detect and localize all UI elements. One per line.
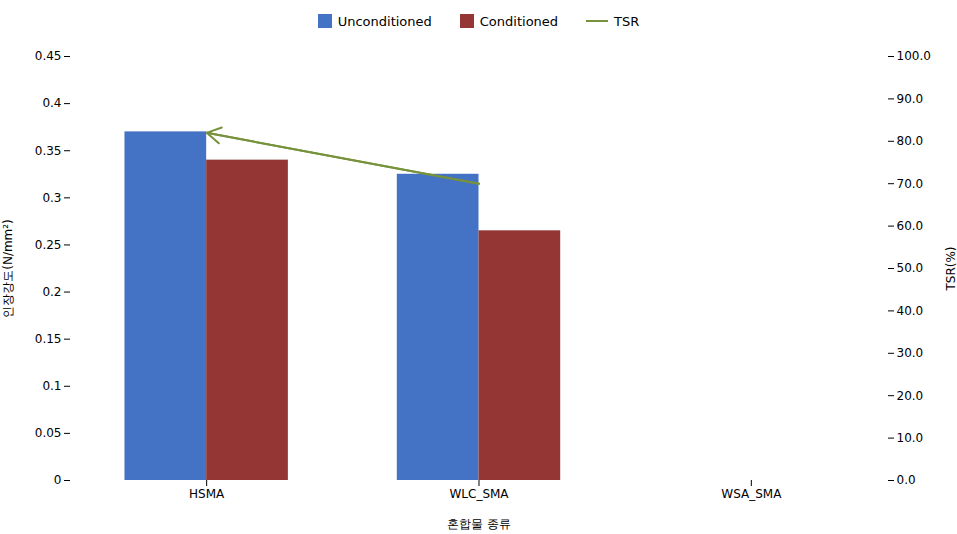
- svg-text:70.0: 70.0: [897, 177, 924, 191]
- svg-text:10.0: 10.0: [897, 431, 924, 445]
- svg-text:0: 0: [54, 473, 62, 487]
- svg-text:인장강도(N/mm²): 인장강도(N/mm²): [1, 219, 15, 318]
- svg-text:90.0: 90.0: [897, 92, 924, 106]
- svg-text:0.45: 0.45: [35, 49, 62, 63]
- svg-text:0.4: 0.4: [42, 96, 61, 110]
- svg-text:0.35: 0.35: [35, 144, 62, 158]
- svg-text:0.15: 0.15: [35, 332, 62, 346]
- svg-text:0.1: 0.1: [42, 379, 61, 393]
- svg-text:40.0: 40.0: [897, 304, 924, 318]
- svg-text:WSA_SMA: WSA_SMA: [721, 487, 782, 501]
- svg-text:WLC_SMA: WLC_SMA: [449, 487, 509, 501]
- svg-text:30.0: 30.0: [897, 346, 924, 360]
- html-text:Conditioned: Conditioned: [479, 13, 559, 29]
- html-text:TSR: TSR: [614, 13, 640, 29]
- svg-text:50.0: 50.0: [897, 261, 924, 275]
- svg-text:HSMA: HSMA: [189, 487, 225, 501]
- svg-text:0.05: 0.05: [35, 426, 62, 440]
- svg-text:0.3: 0.3: [42, 191, 61, 205]
- svg-text:혼합물 종류: 혼합물 종류: [447, 517, 511, 531]
- html-text:Unconditioned: Unconditioned: [337, 13, 432, 29]
- svg-text:0.0: 0.0: [897, 473, 916, 487]
- svg-text:80.0: 80.0: [897, 134, 924, 148]
- svg-text:0.2: 0.2: [42, 285, 61, 299]
- svg-text:60.0: 60.0: [897, 219, 924, 233]
- svg-text:0.25: 0.25: [35, 238, 62, 252]
- svg-text:20.0: 20.0: [897, 389, 924, 403]
- svg-text:TSR(%): TSR(%): [944, 246, 957, 291]
- svg-text:100.0: 100.0: [897, 49, 931, 63]
